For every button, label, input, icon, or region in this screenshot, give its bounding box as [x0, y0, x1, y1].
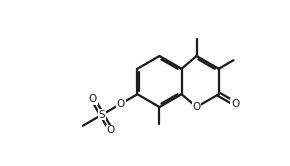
Text: O: O: [193, 102, 201, 112]
Text: O: O: [89, 94, 97, 104]
Text: S: S: [99, 110, 105, 120]
Text: O: O: [117, 99, 125, 109]
Text: O: O: [107, 125, 115, 135]
Text: O: O: [231, 99, 239, 109]
